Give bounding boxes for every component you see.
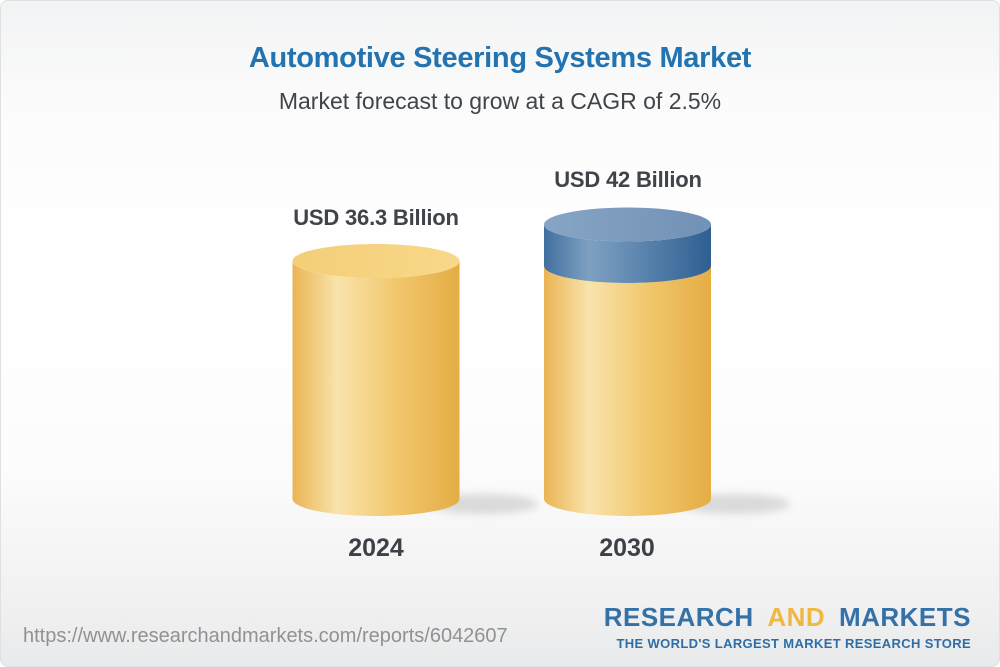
logo-word-and: AND xyxy=(767,602,826,632)
category-label-2024: 2024 xyxy=(348,534,404,562)
page-subtitle: Market forecast to grow at a CAGR of 2.5… xyxy=(278,88,722,114)
category-label-2030: 2030 xyxy=(599,534,655,562)
brand-tagline: THE WORLD'S LARGEST MARKET RESEARCH STOR… xyxy=(616,636,971,651)
logo-word-research: RESEARCH xyxy=(603,602,754,632)
bar-2030-base-segment xyxy=(544,266,711,516)
brand-logo[interactable]: RESEARCH AND MARKETS THE WORLD'S LARGEST… xyxy=(604,604,971,650)
bar-2030-top xyxy=(544,207,711,242)
bar-2030-growth-segment xyxy=(544,224,711,283)
logo-word-markets: MARKETS xyxy=(838,602,971,632)
bar-2024-body xyxy=(292,261,460,516)
bar-2024 xyxy=(292,244,538,516)
bar-2024-top xyxy=(292,244,460,278)
value-label-2024: USD 36.3 Billion xyxy=(293,205,459,230)
bar-2030 xyxy=(544,207,790,516)
page-title: Automotive Steering Systems Market xyxy=(248,42,752,74)
value-label-2030: USD 42 Billion xyxy=(554,167,702,192)
brand-logo-wordmark: RESEARCH AND MARKETS xyxy=(604,604,971,630)
source-url[interactable]: https://www.researchandmarkets.com/repor… xyxy=(23,625,508,647)
